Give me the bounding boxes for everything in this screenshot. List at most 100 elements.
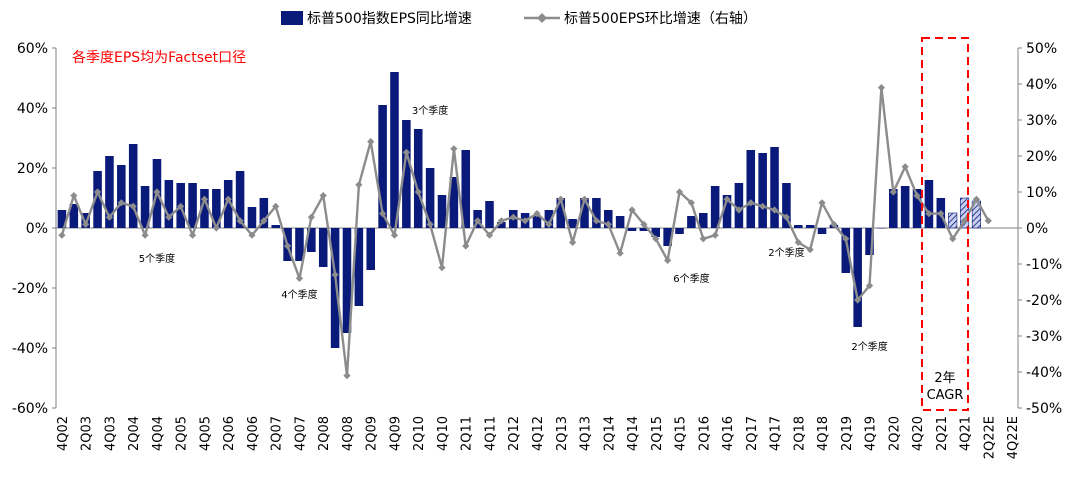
bar [722, 195, 732, 228]
x-tick-label: 4Q14 [626, 416, 641, 451]
bar [295, 228, 304, 261]
line-point [129, 202, 137, 210]
bar [556, 198, 566, 228]
line-point [390, 231, 399, 239]
line-point [272, 202, 280, 210]
line-point [521, 217, 529, 225]
line-point [426, 220, 434, 228]
bar [639, 228, 649, 231]
bar [746, 150, 756, 228]
bar [782, 183, 791, 228]
right-tick-label: 50% [1026, 41, 1057, 57]
bar [354, 228, 364, 306]
line-point [806, 246, 814, 254]
x-tick-label: 4Q06 [246, 416, 261, 451]
line-point [925, 210, 933, 218]
legend: 标普500指数EPS同比增速 标普500EPS环比增速（右轴） [281, 11, 757, 27]
line-point [865, 282, 874, 290]
line-point [177, 202, 185, 210]
bar [81, 213, 90, 228]
line-point [616, 249, 624, 257]
x-tick-label: 2Q08 [317, 416, 332, 451]
x-tick-label: 4Q07 [293, 416, 308, 451]
right-tick-label: 40% [1026, 77, 1057, 93]
x-tick-label: 2Q06 [222, 416, 237, 451]
right-tick-label: -10% [1026, 257, 1062, 273]
line-point [818, 199, 826, 207]
line-point [402, 148, 410, 156]
line-point [533, 210, 541, 218]
bar [437, 195, 447, 228]
line-point [355, 181, 363, 189]
x-tick-label: 4Q18 [816, 416, 831, 451]
x-tick-label: 2Q19 [840, 416, 855, 451]
line-point [580, 195, 589, 203]
bar [188, 183, 197, 228]
left-tick-label: 60% [17, 41, 48, 57]
bar [794, 225, 803, 228]
right-tick-label: -20% [1026, 293, 1062, 309]
annotation-label: 3个季度 [412, 104, 448, 117]
bar [924, 180, 934, 228]
x-tick-label: 2Q22E [982, 416, 997, 459]
bar [307, 228, 316, 252]
bar [900, 186, 910, 228]
x-tick-labels: 4Q02 2Q03 4Q03 2Q04 4Q04 2Q05 4Q05 2Q06 4Q06 2Q07… [56, 416, 1021, 459]
x-tick-label: 2Q16 [697, 416, 712, 451]
line-point [462, 242, 470, 250]
cagr-box: 2年 CAGR [921, 37, 969, 411]
annotation-label: 6个季度 [673, 272, 709, 285]
left-tick-label: 0% [26, 221, 48, 237]
x-tick-label: 2Q09 [365, 416, 380, 451]
bar [580, 198, 589, 228]
line-point [212, 224, 220, 232]
bar [366, 228, 376, 270]
bar [57, 210, 67, 228]
legend-line-label: 标普500EPS环比增速（右轴） [564, 11, 757, 27]
x-tick-label: 2Q11 [460, 416, 475, 451]
right-tick-label: -40% [1026, 365, 1062, 381]
line-point [569, 238, 577, 246]
bar [544, 210, 554, 228]
x-tick-label: 2Q05 [175, 416, 190, 451]
legend-bar-swatch [281, 11, 303, 25]
x-tick-label: 4Q12 [531, 416, 546, 451]
line-point [592, 217, 600, 225]
line-point [687, 199, 695, 207]
bar-estimate [948, 212, 958, 229]
bar [212, 189, 221, 228]
x-tick-label: 4Q09 [388, 416, 403, 451]
bar [330, 228, 340, 348]
annotation-label: 5个季度 [139, 252, 175, 265]
left-tick-label: -40% [12, 341, 48, 357]
x-tick-label: 2Q12 [507, 416, 522, 451]
line-point [723, 195, 731, 203]
bar [912, 189, 922, 228]
line-point [497, 217, 505, 225]
right-tick-label: 10% [1026, 185, 1057, 201]
line-point [153, 188, 161, 196]
bar [592, 198, 601, 228]
line-point [319, 192, 327, 200]
right-tick-label: 30% [1026, 113, 1057, 129]
line-point [972, 195, 981, 203]
bar [128, 144, 138, 228]
x-tick-label: 2Q03 [80, 416, 95, 451]
line-point [699, 235, 707, 243]
line-point [343, 372, 351, 380]
x-tick-label: 2Q07 [270, 416, 285, 451]
bar [117, 165, 126, 228]
x-tick-label: 4Q20 [911, 416, 926, 451]
line-point [485, 231, 494, 239]
line-point [165, 213, 173, 221]
x-tick-label: 4Q13 [579, 416, 594, 451]
bar [235, 171, 245, 228]
line-point [283, 242, 292, 250]
line-point [735, 206, 743, 214]
line-point [842, 235, 850, 243]
right-tick-label: -30% [1026, 329, 1062, 345]
legend-line-marker [537, 13, 547, 23]
line-point [450, 145, 458, 153]
line-point [747, 199, 755, 207]
